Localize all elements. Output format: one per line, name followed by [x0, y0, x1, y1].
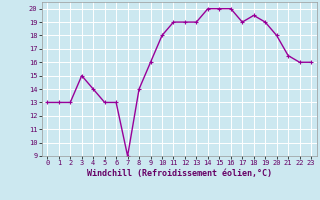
X-axis label: Windchill (Refroidissement éolien,°C): Windchill (Refroidissement éolien,°C) [87, 169, 272, 178]
